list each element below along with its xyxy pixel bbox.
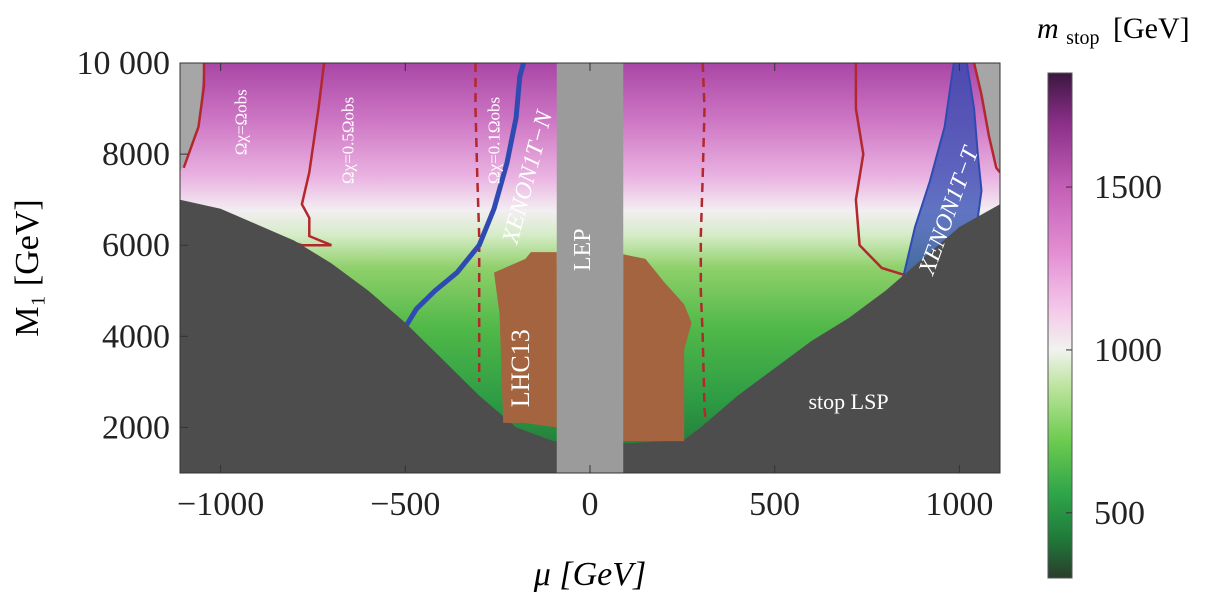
annotation-6: LEP (570, 228, 596, 271)
lep-band (556, 63, 624, 473)
x-tick-label-1: −1000 (177, 486, 264, 523)
y-tick-label-4: 8000 (102, 136, 170, 173)
y-tick-label-3: 6000 (102, 227, 170, 264)
xenon1t-n-line (403, 63, 526, 329)
relic-contour-3 (474, 63, 481, 382)
colorbar-title-main: m (1037, 12, 1059, 45)
colorbar-scale (1047, 72, 1073, 579)
colorbar-tick-label-1: 500 (1094, 495, 1145, 532)
y-axis-label: M₁ [GeV] (9, 199, 46, 336)
annotation-1: Ωχ=Ωobs (231, 89, 250, 155)
y-tick-label-1: 2000 (102, 409, 170, 446)
lhc13-region-right (623, 254, 692, 442)
relic-contour-5 (854, 63, 905, 276)
relic-contour-1 (182, 63, 206, 169)
x-tick-label-4: 500 (749, 486, 800, 523)
colorbar-tick-label-2: 1000 (1094, 332, 1162, 369)
annotation-2: Ωχ=0.5Ωobs (339, 97, 358, 184)
colorbar-title: m stop [GeV] (1037, 12, 1190, 51)
relic-contour-6 (972, 63, 1000, 174)
x-tick-label-3: 0 (582, 486, 599, 523)
colorbar-title-sub: stop (1066, 27, 1099, 49)
x-tick-label-2: −500 (370, 486, 440, 523)
stop-lsp-region (180, 199, 1000, 473)
annotation-3: Ωχ=0.1Ωobs (485, 97, 504, 184)
relic-contour-2 (286, 63, 332, 247)
grey-corner-left (180, 63, 205, 173)
y-tick-label-2: 4000 (102, 318, 170, 355)
colorbar-title-unit: [GeV] (1113, 12, 1190, 45)
x-tick-label-5: 1000 (925, 486, 993, 523)
colorbar: 500 1000 1500 m stop [GeV] (1037, 12, 1190, 579)
annotation-7: LHC13 (506, 329, 535, 407)
colorbar-tick-label-3: 1500 (1094, 169, 1162, 206)
lhc13-region-left (494, 252, 557, 428)
y-tick-label-5: 10 000 (77, 45, 171, 82)
annotation-8: stop LSP (809, 389, 889, 414)
x-axis-label: μ [GeV] (533, 556, 646, 593)
relic-contour-4 (699, 63, 708, 428)
